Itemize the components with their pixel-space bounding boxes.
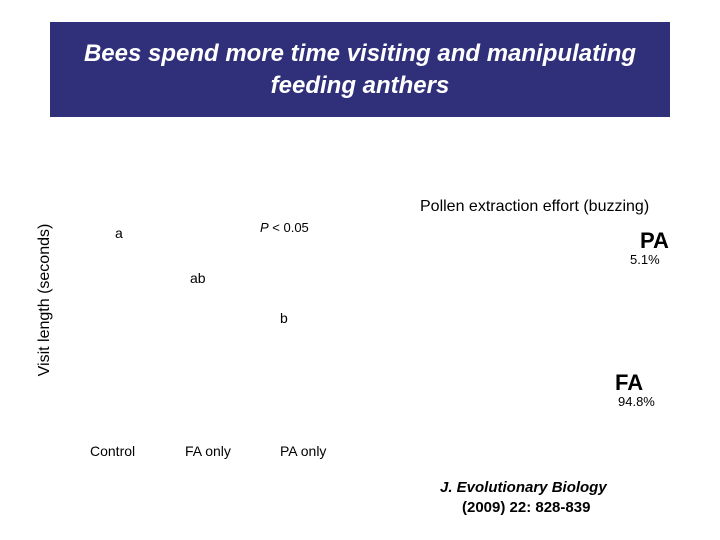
citation: J. Evolutionary Biology (2009) 22: 828-8… [440,478,607,517]
p-value: P < 0.05 [260,220,309,235]
p-value-symbol: P [260,220,269,235]
pie-slice-pa-percent: 5.1% [630,252,660,267]
x-label-pa-only: PA only [280,443,326,459]
x-label-control: Control [90,443,135,459]
p-value-text: < 0.05 [269,220,309,235]
title-container: Bees spend more time visiting and manipu… [50,22,670,117]
y-axis-label: Visit length (seconds) [36,224,54,377]
page-title: Bees spend more time visiting and manipu… [50,38,670,100]
x-label-fa-only: FA only [185,443,231,459]
pie-slice-fa-label: FA [615,370,643,396]
citation-journal: J. Evolutionary Biology [440,479,607,496]
sig-letter-b: b [280,310,288,326]
citation-details: (2009) 22: 828-839 [440,498,607,518]
sig-letter-a: a [115,225,123,241]
sig-letter-ab: ab [190,270,206,286]
pie-slice-fa-percent: 94.8% [618,394,655,409]
pie-chart-title: Pollen extraction effort (buzzing) [420,198,649,216]
pie-slice-pa-label: PA [640,228,669,254]
